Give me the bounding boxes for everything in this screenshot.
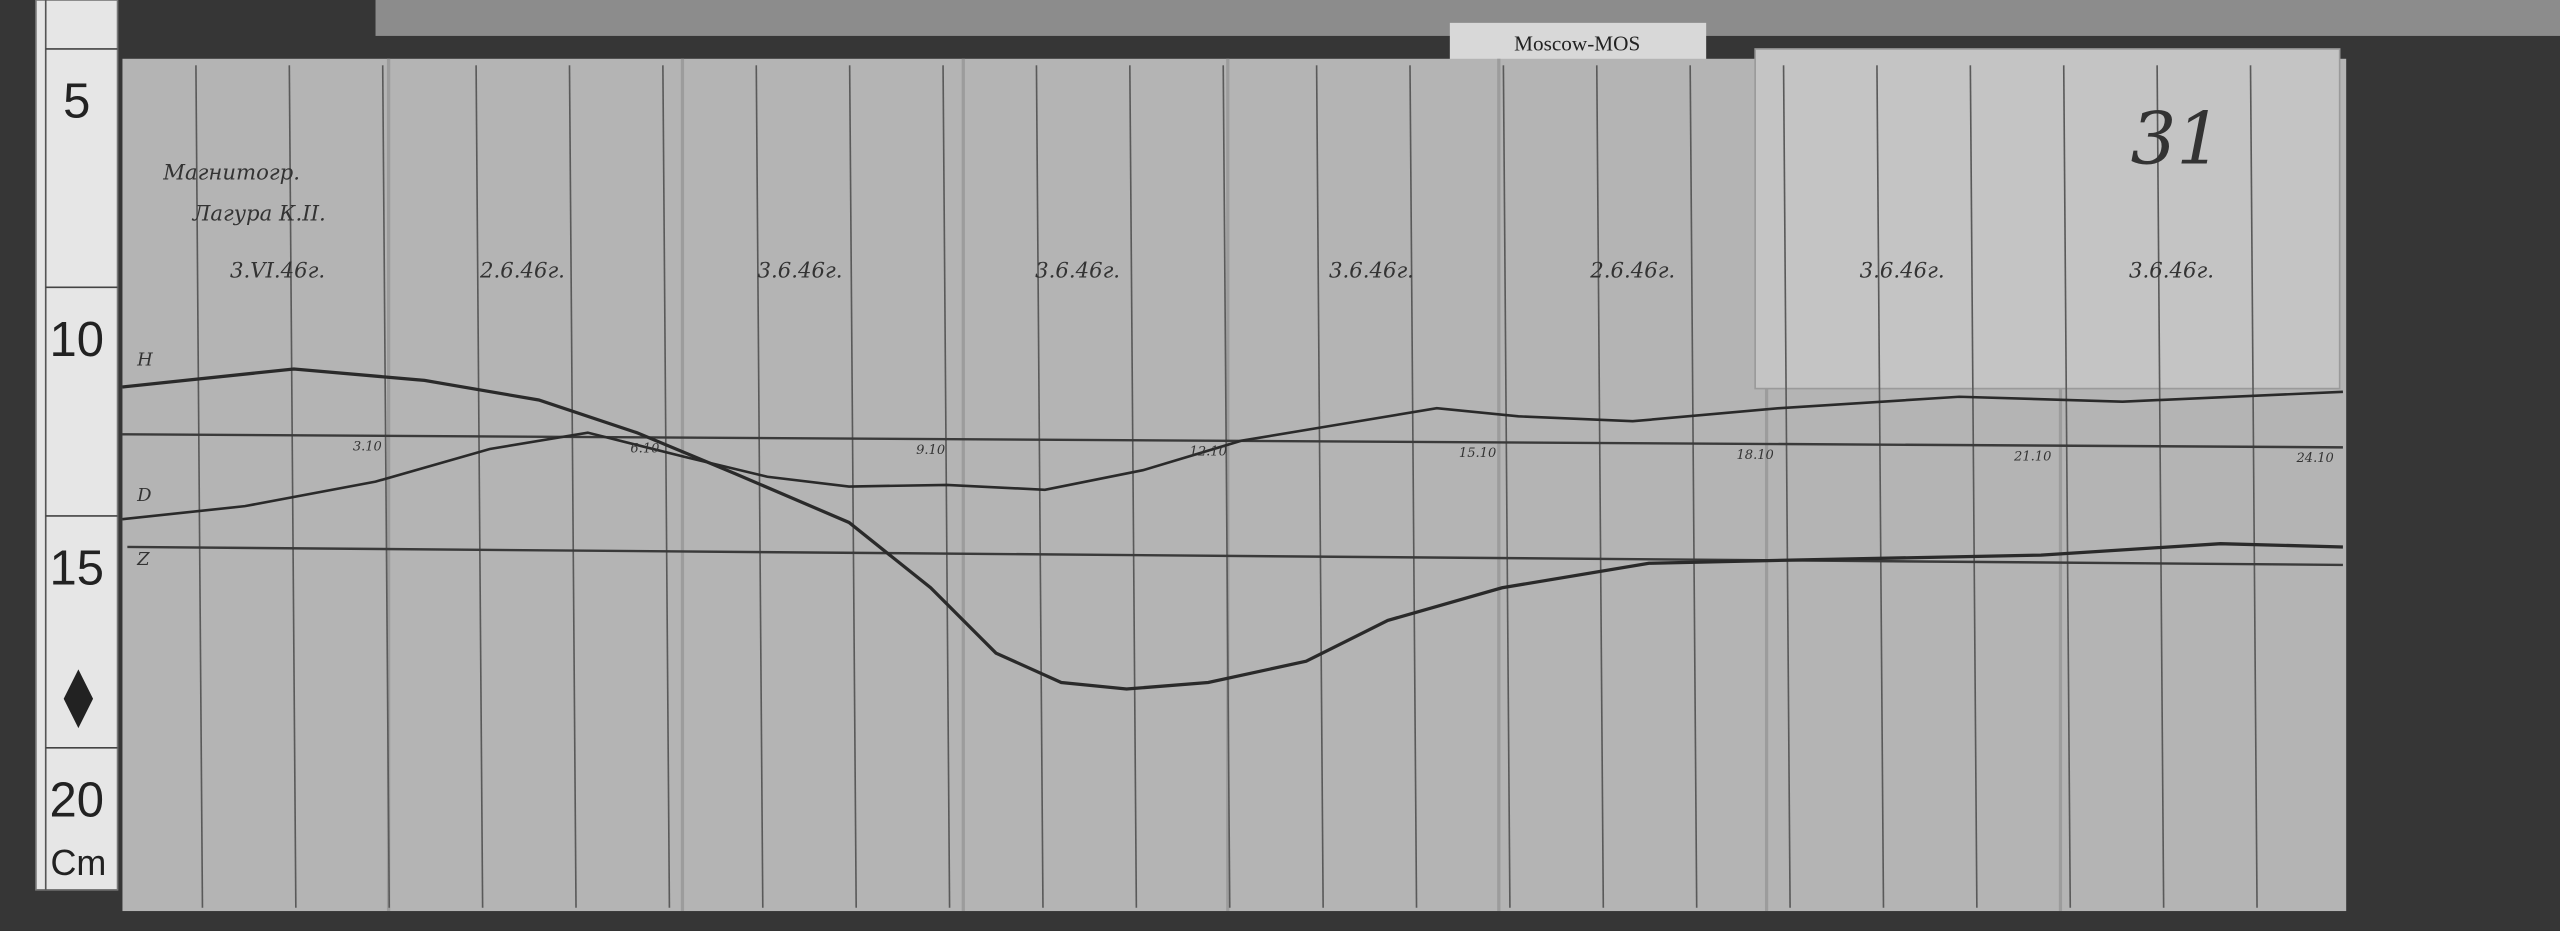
hour-line <box>475 65 484 908</box>
ruler-label: 10 <box>50 313 104 367</box>
hour-line <box>942 65 951 908</box>
ruler <box>35 0 119 891</box>
header-text: Магнитогр. <box>162 161 300 186</box>
ruler-label: 15 <box>50 542 104 596</box>
hour-line <box>662 65 671 908</box>
time-mark: 24.10 <box>2295 451 2333 466</box>
hour-line <box>1689 65 1698 908</box>
hour-lines <box>195 65 2258 908</box>
time-mark: 6.10 <box>630 441 659 456</box>
hour-line <box>568 65 577 908</box>
time-mark: 15.10 <box>1459 446 1496 461</box>
tag-box <box>1449 22 1707 63</box>
ruler-mark <box>63 669 94 729</box>
trace-label: Z <box>136 549 150 570</box>
time-mark: 9.10 <box>916 443 945 458</box>
baseline <box>127 545 2343 567</box>
trace-curve <box>122 367 2343 691</box>
trace-label: D <box>136 485 151 506</box>
hour-line <box>381 65 391 908</box>
hour-line <box>1782 65 1791 908</box>
hour-line <box>1595 65 1605 908</box>
baseline <box>122 433 2343 449</box>
strip-date: 3.6.46г. <box>1860 259 1945 284</box>
hour-line <box>2156 65 2165 908</box>
hour-line <box>288 65 297 908</box>
hour-line <box>1969 65 1978 908</box>
hour-line <box>195 65 204 908</box>
hour-line <box>1502 65 1511 908</box>
hour-line <box>2062 65 2072 908</box>
trace-curve <box>122 390 2343 521</box>
header-text: Лагура К.II. <box>192 201 326 226</box>
ruler-unit: Cm <box>50 842 106 883</box>
time-mark: 18.10 <box>1736 448 1773 463</box>
ruler-label: 5 <box>63 75 90 129</box>
overlay-sheet <box>1754 48 2341 390</box>
time-mark: 12.10 <box>1190 445 1227 460</box>
time-mark: 3.10 <box>353 440 382 455</box>
sheet-number: 31 <box>2131 96 2222 180</box>
labels: 5 10 15 20 Cm Магнитогр. Лагура К.II. 31 3.VI.46… <box>45 48 2334 883</box>
hour-line <box>1129 65 1138 908</box>
strip-date: 2.6.46г. <box>1589 259 1675 284</box>
trace-label: H <box>136 350 153 371</box>
strip-date: 3.6.46г. <box>2129 259 2214 284</box>
strip-date: 3.6.46г. <box>1035 259 1120 284</box>
ruler-label: 20 <box>50 773 104 827</box>
strip-date: 3.VI.46г. <box>230 259 325 284</box>
tag: Moscow-MOS <box>1514 32 1640 56</box>
hour-line <box>2249 65 2258 908</box>
hour-line <box>1222 65 1231 908</box>
hour-line <box>1876 65 1885 908</box>
hour-line <box>1409 65 1418 908</box>
strip-date: 2.6.46г. <box>479 259 565 284</box>
strip-date: 3.6.46г. <box>758 259 843 284</box>
hour-line <box>1315 65 1324 908</box>
hour-line <box>1035 65 1044 908</box>
time-mark: 21.10 <box>2013 449 2051 464</box>
strip-date: 3.6.46г. <box>1329 259 1414 284</box>
hour-line <box>755 65 764 908</box>
